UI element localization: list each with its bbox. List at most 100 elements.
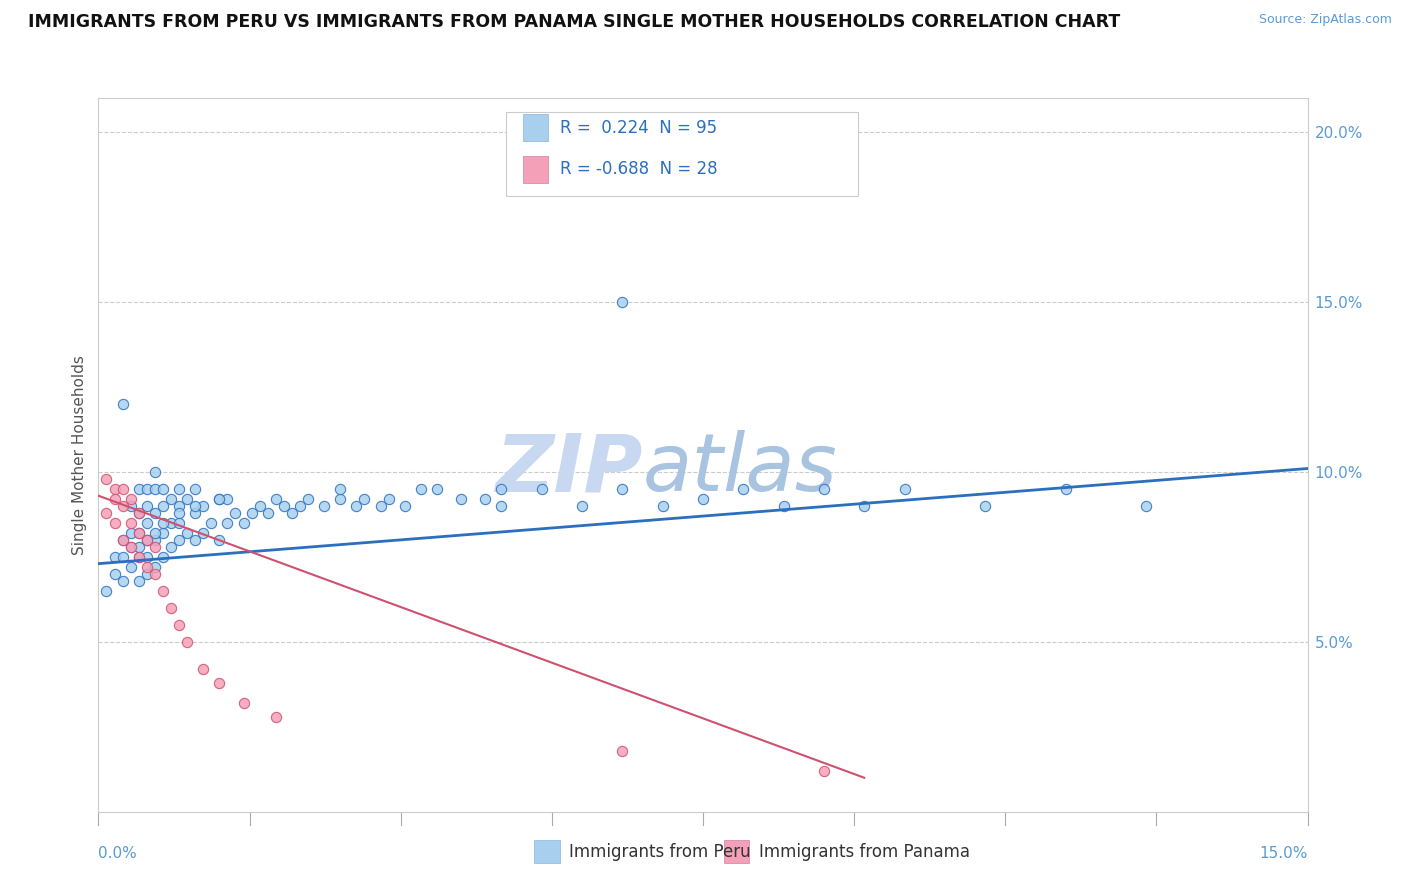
Point: [344, 499, 367, 513]
Point: [111, 397, 134, 411]
Point: [377, 492, 399, 507]
Point: [651, 499, 673, 513]
Point: [167, 516, 190, 530]
Point: [152, 482, 174, 496]
Point: [733, 482, 755, 496]
Point: [176, 492, 198, 507]
Point: [111, 499, 134, 513]
Point: [176, 526, 198, 541]
Text: ZIP: ZIP: [495, 430, 643, 508]
Point: [143, 540, 166, 554]
Point: [491, 499, 513, 513]
Point: [128, 540, 150, 554]
Point: [224, 506, 246, 520]
Point: [273, 499, 295, 513]
Point: [152, 516, 174, 530]
Point: [160, 540, 183, 554]
Point: [264, 492, 287, 507]
Point: [135, 533, 157, 547]
Point: [353, 492, 375, 507]
Point: [264, 709, 287, 723]
Point: [474, 492, 496, 507]
Point: [135, 533, 157, 547]
Point: [167, 617, 190, 632]
Point: [120, 492, 142, 507]
Point: [103, 482, 125, 496]
Text: Immigrants from Peru: Immigrants from Peru: [569, 843, 751, 861]
Point: [612, 743, 634, 757]
Point: [143, 465, 166, 479]
Point: [394, 499, 416, 513]
Point: [135, 533, 157, 547]
Point: [96, 472, 118, 486]
Point: [281, 506, 304, 520]
Point: [103, 566, 125, 581]
Point: [128, 506, 150, 520]
Point: [96, 583, 118, 598]
Point: [103, 492, 125, 507]
Text: R = -0.688  N = 28: R = -0.688 N = 28: [560, 161, 717, 178]
Point: [612, 295, 634, 310]
Point: [208, 675, 231, 690]
Point: [128, 526, 150, 541]
Point: [217, 492, 239, 507]
Point: [184, 533, 207, 547]
Point: [193, 499, 215, 513]
Point: [143, 566, 166, 581]
Point: [135, 560, 157, 574]
Point: [208, 492, 231, 507]
Point: [96, 506, 118, 520]
Point: [143, 506, 166, 520]
Point: [111, 533, 134, 547]
Point: [152, 499, 174, 513]
Point: [813, 482, 835, 496]
Point: [208, 533, 231, 547]
Point: [160, 492, 183, 507]
Point: [184, 499, 207, 513]
Point: [288, 499, 311, 513]
Text: IMMIGRANTS FROM PERU VS IMMIGRANTS FROM PANAMA SINGLE MOTHER HOUSEHOLDS CORRELAT: IMMIGRANTS FROM PERU VS IMMIGRANTS FROM …: [28, 13, 1121, 31]
Point: [167, 499, 190, 513]
Point: [120, 540, 142, 554]
Point: [135, 499, 157, 513]
Text: Source: ZipAtlas.com: Source: ZipAtlas.com: [1258, 13, 1392, 27]
Point: [128, 482, 150, 496]
Y-axis label: Single Mother Households: Single Mother Households: [72, 355, 87, 555]
Point: [974, 499, 997, 513]
Point: [232, 696, 254, 710]
Point: [530, 482, 553, 496]
Point: [612, 482, 634, 496]
Text: R =  0.224  N = 95: R = 0.224 N = 95: [560, 119, 717, 136]
Point: [184, 506, 207, 520]
Point: [120, 526, 142, 541]
Point: [128, 506, 150, 520]
Point: [217, 516, 239, 530]
Point: [184, 482, 207, 496]
Point: [128, 526, 150, 541]
Point: [152, 526, 174, 541]
Point: [135, 516, 157, 530]
Point: [200, 516, 222, 530]
Point: [853, 499, 876, 513]
Point: [329, 482, 352, 496]
Text: 15.0%: 15.0%: [1260, 847, 1308, 861]
Point: [128, 549, 150, 564]
Point: [772, 499, 794, 513]
Point: [249, 499, 271, 513]
Point: [120, 560, 142, 574]
Point: [232, 516, 254, 530]
Point: [135, 549, 157, 564]
Point: [491, 482, 513, 496]
Point: [135, 566, 157, 581]
Point: [193, 662, 215, 676]
Point: [111, 549, 134, 564]
Point: [450, 492, 472, 507]
Point: [167, 482, 190, 496]
Point: [1054, 482, 1077, 496]
Point: [120, 516, 142, 530]
Text: 0.0%: 0.0%: [98, 847, 138, 861]
Point: [120, 540, 142, 554]
Point: [692, 492, 714, 507]
Point: [111, 574, 134, 588]
Point: [370, 499, 392, 513]
